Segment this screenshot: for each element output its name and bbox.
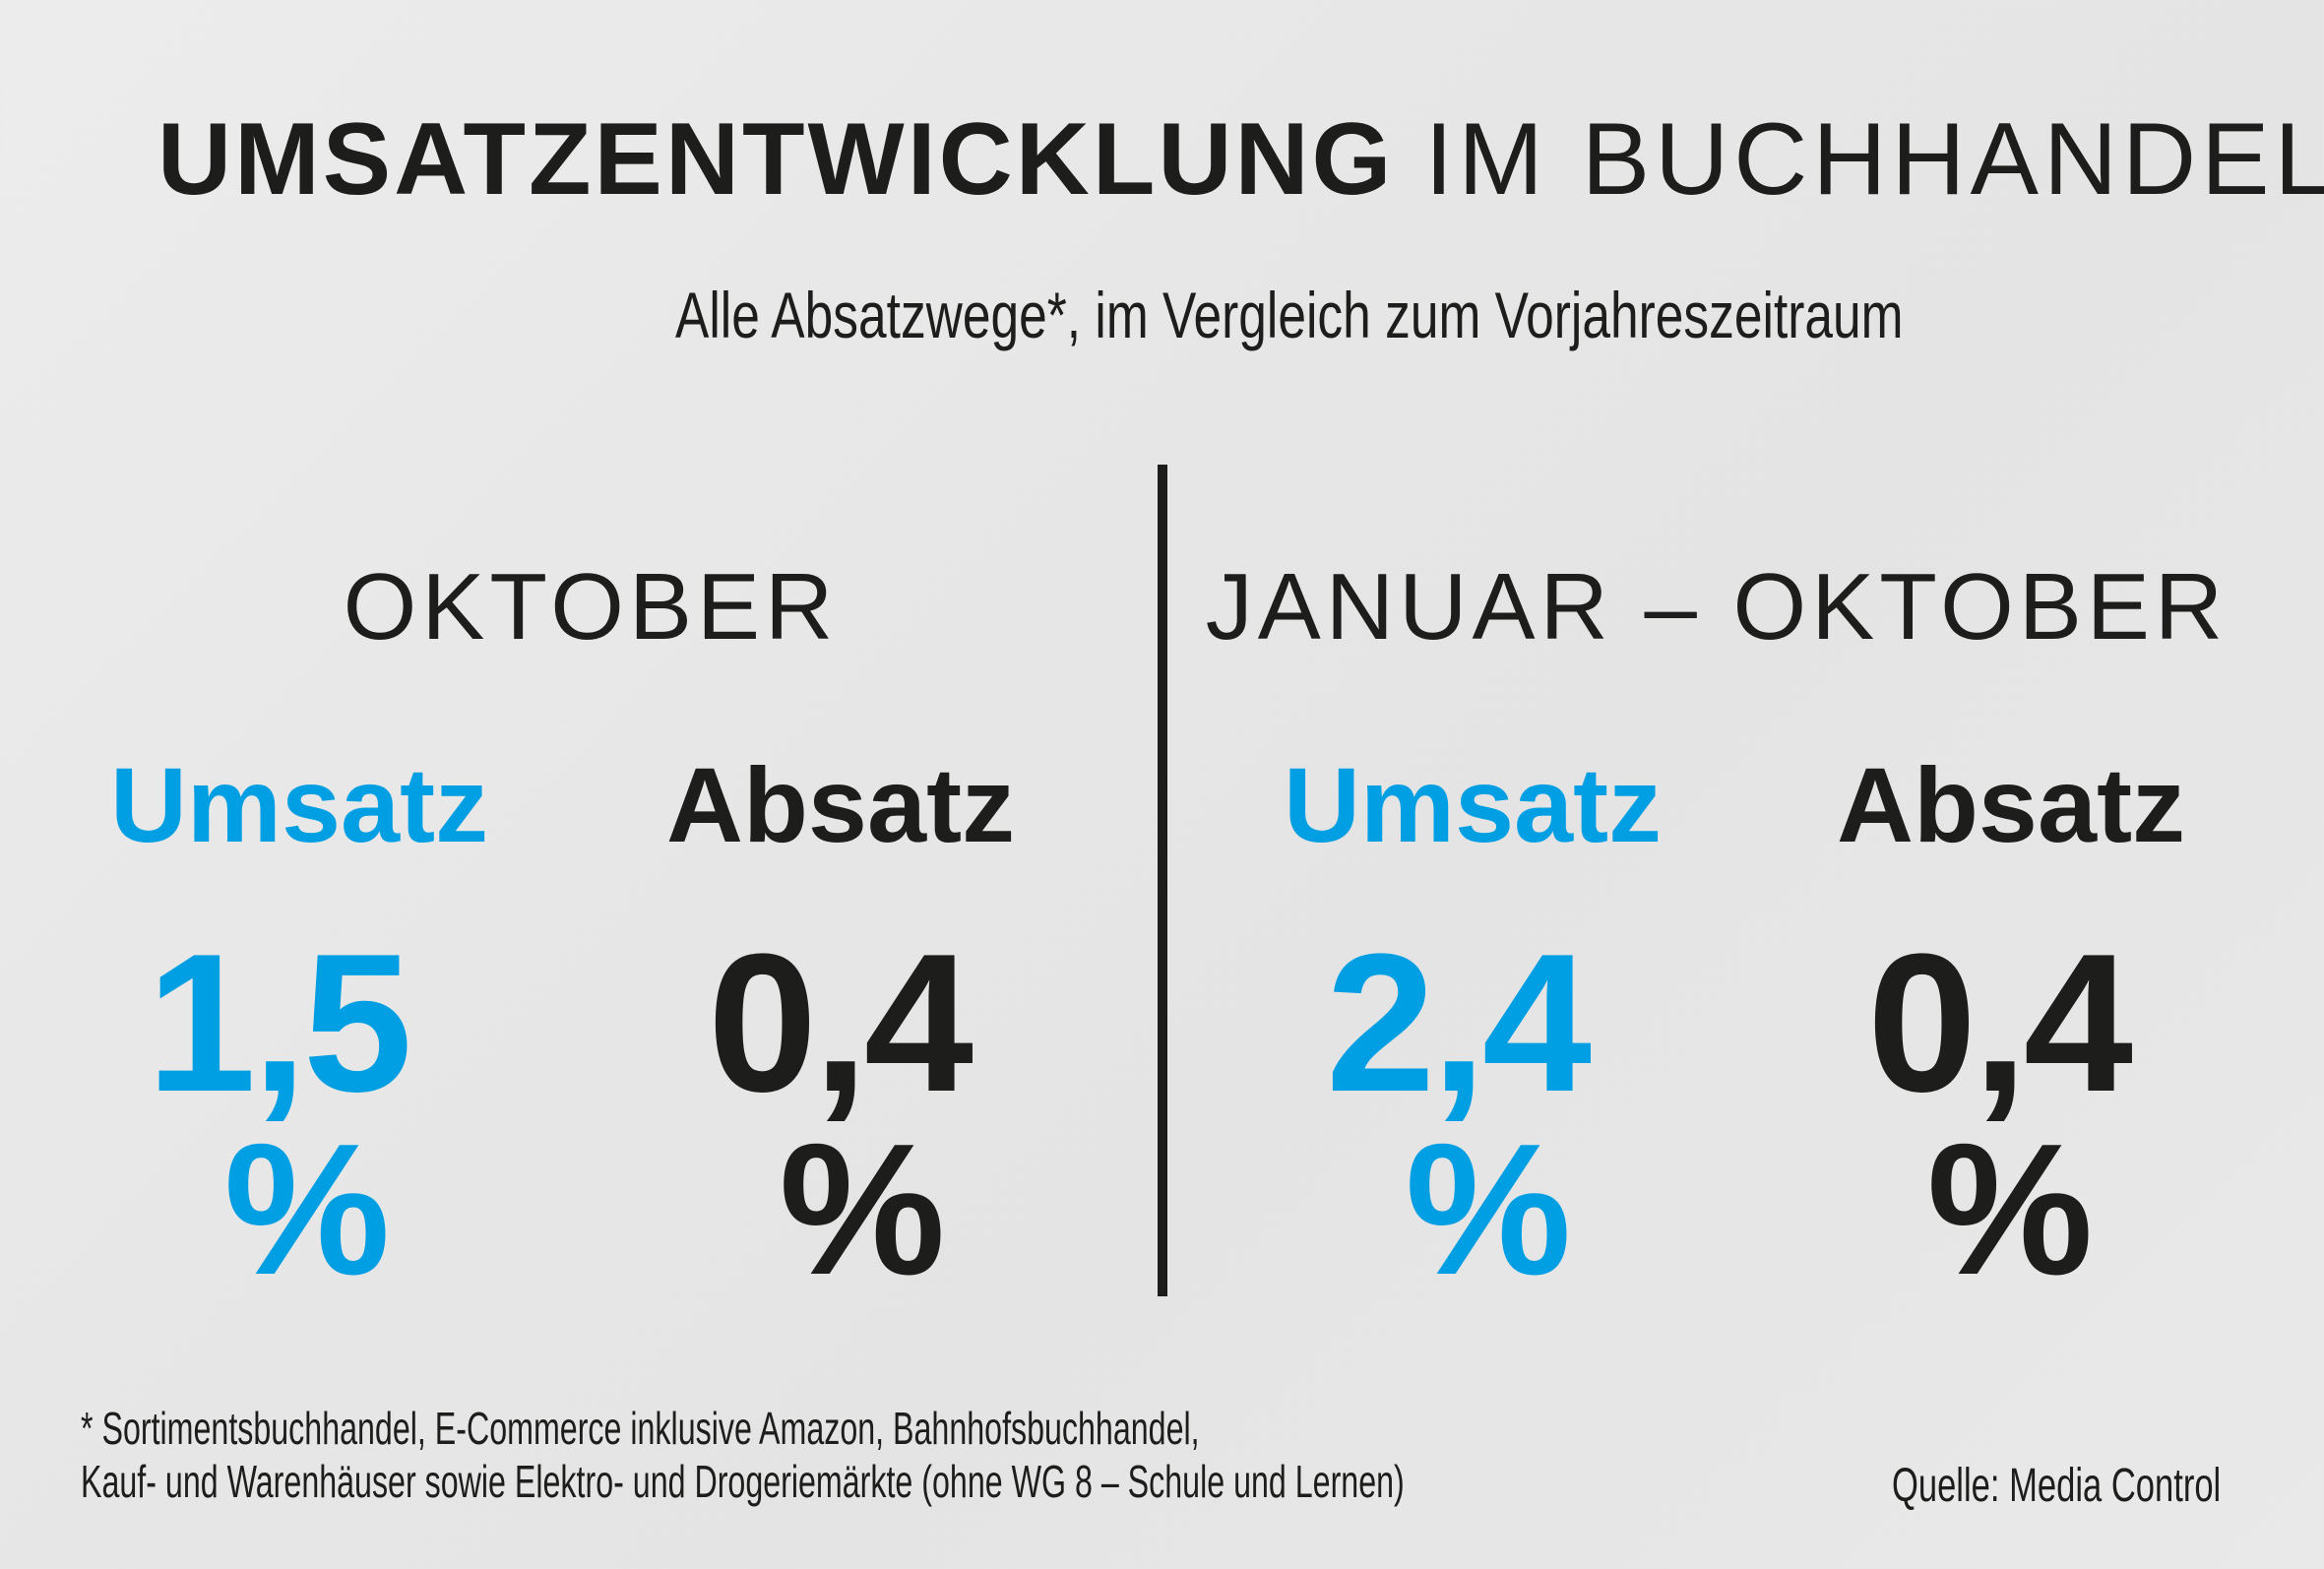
absatz-unit: % xyxy=(1926,1105,2094,1314)
absatz-unit: % xyxy=(779,1105,946,1314)
absatz-value: 0,4 xyxy=(707,913,974,1133)
title-light: IM BUCHHANDEL xyxy=(1424,102,2324,217)
umsatz-value: 1,5 xyxy=(146,913,412,1133)
umsatz-unit: % xyxy=(223,1105,391,1314)
title-bold: UMSATZENTWICKLUNG xyxy=(157,102,1395,217)
absatz-value: 0,4 xyxy=(1866,913,2133,1133)
umsatz-label: Umsatz xyxy=(1283,745,1663,864)
divider xyxy=(1158,465,1167,1296)
umsatz-unit: % xyxy=(1405,1105,1572,1314)
subtitle: Alle Absatzwege*, im Vergleich zum Vorja… xyxy=(675,279,1904,351)
absatz-label: Absatz xyxy=(1836,745,2186,864)
footnote-line-2: Kauf- und Warenhäuser sowie Elektro- und… xyxy=(81,1456,1405,1507)
period-januar-oktober: JANUAR – OKTOBER xyxy=(1205,554,2229,659)
absatz-label: Absatz xyxy=(665,745,1016,864)
period-oktober: OKTOBER xyxy=(343,554,839,659)
page-title: UMSATZENTWICKLUNG IM BUCHHANDEL xyxy=(157,108,2324,211)
source-note: Quelle: Media Control xyxy=(1891,1460,2221,1512)
umsatz-label: Umsatz xyxy=(109,745,489,864)
footnote-line-1: * Sortimentsbuchhandel, E-Commerce inklu… xyxy=(81,1403,1200,1454)
umsatz-value: 2,4 xyxy=(1325,913,1592,1133)
